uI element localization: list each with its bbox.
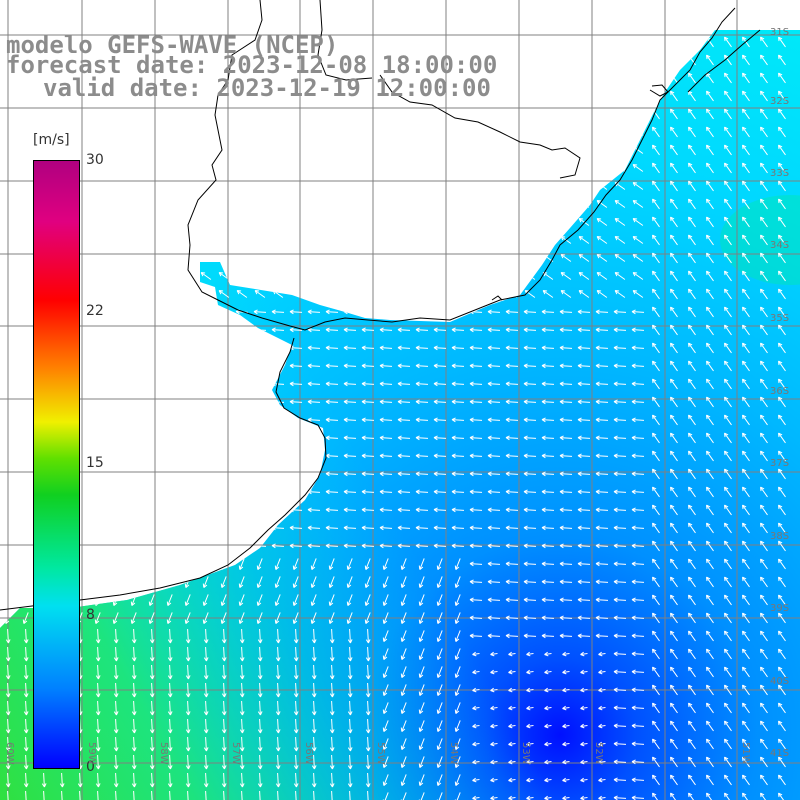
lat-label-32s: 32S [770,96,790,107]
colorbar-tick-22: 22 [86,303,104,319]
lon-label-54w: 54W [448,742,459,765]
lat-label-35s: 35S [770,313,790,324]
colorbar-tick-15: 15 [86,455,104,471]
lat-label-41s: 41S [770,748,790,759]
lon-label-58w: 58W [158,742,169,765]
lat-label-40s: 40S [770,676,790,687]
lat-label-37s: 37S [770,458,790,469]
lon-label-53w: 53W [520,742,531,765]
lon-label-60w: 60W [4,742,15,765]
colorbar-tick-30: 30 [86,152,104,168]
lat-label-31s: 31S [770,27,790,38]
coastline [0,0,761,611]
lat-label-39s: 39S [770,603,790,614]
valid-date: valid date: 2023-12-19 12:00:00 [43,74,491,102]
colorbar [33,160,80,769]
lon-label-55w: 55W [375,742,386,765]
lon-label-56w: 56W [303,742,314,765]
colorbar-units: [m/s] [33,132,70,148]
lat-label-36s: 36S [770,386,790,397]
forecast-date: forecast date: 2023-12-08 18:00:00 [6,51,498,79]
lon-label-51w: 51W [740,742,751,765]
model-title: modelo GEFS-WAVE (NCEP) [6,31,339,59]
lon-label-57w: 57W [230,742,241,765]
colorbar-tick-0: 0 [86,759,95,775]
lon-label-52w: 52W [593,742,604,765]
lat-label-38s: 38S [770,531,790,542]
colorbar-tick-8: 8 [86,607,95,623]
lat-label-34s: 34S [770,240,790,251]
lon-label-59w: 59W [86,742,97,765]
lat-label-33s: 33S [770,168,790,179]
